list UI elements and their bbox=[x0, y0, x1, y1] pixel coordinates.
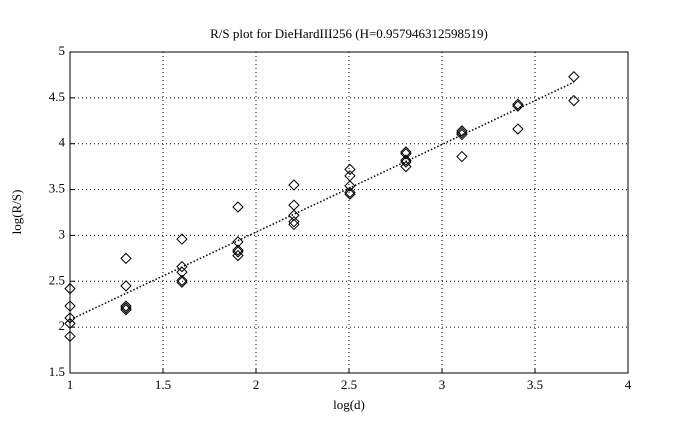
data-point bbox=[120, 280, 132, 292]
data-point bbox=[232, 201, 244, 213]
data-point bbox=[568, 71, 580, 83]
x-tick-label: 1.5 bbox=[155, 377, 171, 392]
data-point bbox=[456, 125, 468, 137]
x-tick-label: 3 bbox=[439, 377, 446, 392]
data-point bbox=[64, 300, 76, 312]
data-point bbox=[64, 330, 76, 343]
y-tick-label: 3 bbox=[59, 226, 66, 241]
plot-frame bbox=[69, 51, 629, 374]
data-point bbox=[120, 302, 132, 314]
data-point bbox=[344, 188, 356, 200]
y-tick-label: 1.5 bbox=[49, 364, 65, 379]
data-point bbox=[400, 160, 412, 173]
y-tick-label: 4 bbox=[59, 135, 66, 150]
y-axis-label: log(R/S) bbox=[9, 190, 24, 235]
data-point bbox=[288, 215, 300, 228]
data-point bbox=[400, 154, 412, 166]
y-tick-label: 2.5 bbox=[49, 272, 65, 287]
x-tick-label: 4 bbox=[625, 377, 632, 392]
x-axis-label: log(d) bbox=[333, 397, 365, 412]
data-point bbox=[120, 304, 132, 316]
data-point bbox=[400, 148, 412, 160]
data-point bbox=[512, 123, 524, 135]
x-tick-label: 2 bbox=[253, 377, 260, 392]
data-point bbox=[176, 260, 188, 273]
y-tick-label: 5 bbox=[59, 43, 66, 58]
data-point bbox=[120, 300, 132, 312]
data-point bbox=[344, 180, 356, 192]
data-point bbox=[344, 186, 356, 199]
data-point bbox=[288, 179, 300, 191]
data-point bbox=[456, 127, 468, 139]
y-tick-label: 3.5 bbox=[49, 181, 65, 196]
x-tick-label: 1 bbox=[67, 377, 74, 392]
data-point bbox=[232, 246, 244, 258]
x-tick-label: 2.5 bbox=[341, 377, 357, 392]
data-point bbox=[176, 274, 188, 287]
data-point bbox=[456, 128, 468, 141]
data-point bbox=[120, 252, 132, 265]
data-point bbox=[64, 282, 76, 295]
data-point bbox=[64, 312, 76, 324]
chart-title: R/S plot for DieHardIII256 (H=0.95794631… bbox=[210, 26, 488, 41]
data-point bbox=[512, 100, 524, 112]
data-point bbox=[456, 150, 468, 163]
x-tick-label: 3.5 bbox=[527, 377, 543, 392]
y-tick-label: 2 bbox=[59, 318, 66, 333]
y-tick-label: 4.5 bbox=[49, 89, 65, 104]
data-point bbox=[288, 209, 300, 221]
data-point bbox=[176, 276, 188, 288]
data-point bbox=[344, 163, 356, 176]
data-point bbox=[176, 233, 188, 245]
data-point bbox=[568, 94, 580, 107]
data-point bbox=[232, 244, 244, 256]
data-point bbox=[288, 218, 300, 231]
data-point bbox=[232, 249, 244, 262]
data-point bbox=[64, 317, 76, 330]
